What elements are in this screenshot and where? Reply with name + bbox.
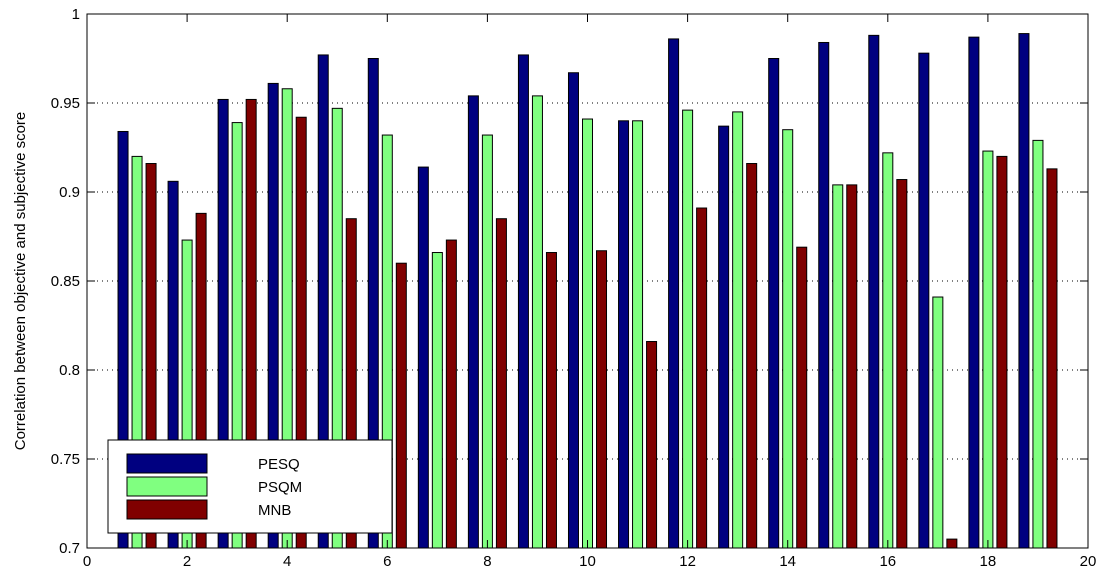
bar-pesq <box>567 72 579 549</box>
bar-pesq <box>868 34 880 549</box>
bar-mnb <box>596 250 608 549</box>
bar-psqm <box>531 95 543 549</box>
bar-mnb <box>796 246 808 549</box>
y-tick-label: 1 <box>72 6 80 23</box>
y-tick-labels: 0.7 0.75 0.8 0.85 0.9 0.95 1 <box>51 6 80 557</box>
bar-mnb <box>696 207 708 549</box>
x-tick-label: 16 <box>879 553 896 570</box>
bar-psqm <box>481 134 493 549</box>
bar-pesq <box>618 120 630 549</box>
legend-label-mnb: MNB <box>258 502 291 519</box>
x-tick-label: 10 <box>579 553 596 570</box>
axis-ticks <box>86 13 1089 549</box>
bar-psqm <box>932 296 944 549</box>
bar-psqm <box>832 184 844 549</box>
legend-label-pesq: PESQ <box>258 456 300 473</box>
y-tick-label: 0.7 <box>59 540 80 557</box>
y-tick-label: 0.8 <box>59 362 80 379</box>
x-tick-label: 2 <box>183 553 191 570</box>
bar-mnb <box>746 163 758 549</box>
bar-mnb <box>646 341 658 549</box>
bar-pesq <box>467 95 479 549</box>
bar-pesq <box>918 52 930 549</box>
bar-mnb <box>996 155 1008 549</box>
bar-mnb <box>946 538 958 549</box>
bar-psqm <box>782 129 794 549</box>
bar-psqm <box>632 120 644 549</box>
y-tick-label: 0.95 <box>51 95 80 112</box>
legend-label-psqm: PSQM <box>258 479 302 496</box>
bar-psqm <box>982 150 994 549</box>
legend-swatch-pesq <box>126 453 208 474</box>
bar-mnb <box>846 184 858 549</box>
bar-pesq <box>417 166 429 549</box>
bar-mnb <box>495 218 507 549</box>
bar-psqm <box>431 252 443 549</box>
bar-psqm <box>581 118 594 549</box>
x-tick-label: 14 <box>779 553 796 570</box>
x-tick-label: 6 <box>383 553 391 570</box>
bar-mnb <box>545 252 557 549</box>
legend: PESQ PSQM MNB <box>107 439 393 534</box>
bars <box>117 33 1058 549</box>
x-tick-labels: 0 2 4 6 8 10 12 14 16 18 20 <box>83 553 1097 570</box>
bar-pesq <box>768 58 780 549</box>
legend-swatch-mnb <box>126 499 208 520</box>
y-axis-label: Correlation between objective and subjec… <box>12 112 29 451</box>
x-tick-label: 0 <box>83 553 91 570</box>
x-tick-label: 20 <box>1080 553 1097 570</box>
bar-pesq <box>818 41 830 549</box>
bar-mnb <box>445 239 457 549</box>
x-tick-label: 12 <box>679 553 696 570</box>
bar-psqm <box>1032 139 1044 549</box>
bar-psqm <box>882 152 894 549</box>
x-tick-label: 4 <box>283 553 291 570</box>
bar-psqm <box>732 111 744 549</box>
y-tick-label: 0.9 <box>59 184 80 201</box>
bar-pesq <box>517 54 529 549</box>
legend-swatch-psqm <box>126 476 208 497</box>
y-tick-label: 0.75 <box>51 451 80 468</box>
y-tick-label: 0.85 <box>51 273 80 290</box>
bar-mnb <box>896 179 908 549</box>
bar-pesq <box>1018 33 1030 549</box>
bar-pesq <box>968 36 980 549</box>
x-tick-label: 8 <box>483 553 491 570</box>
bar-pesq <box>718 125 730 549</box>
bar-pesq <box>668 38 680 549</box>
bar-mnb <box>1046 168 1058 549</box>
bar-psqm <box>682 109 694 549</box>
bar-mnb <box>395 262 407 549</box>
x-tick-label: 18 <box>980 553 997 570</box>
